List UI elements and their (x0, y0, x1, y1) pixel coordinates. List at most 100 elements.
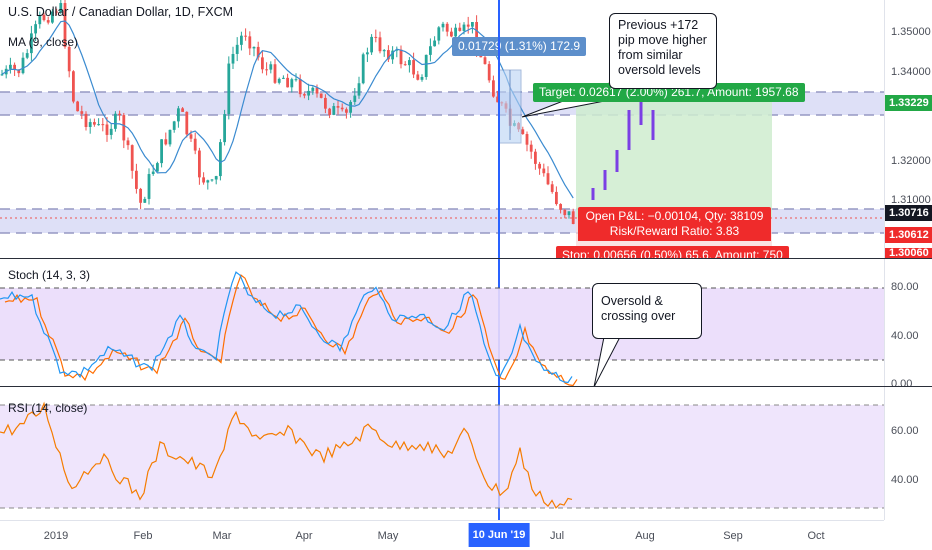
time-axis[interactable]: 2019 Feb Mar Apr May 10 Jun '19 Jul Aug … (0, 520, 884, 550)
pane-divider[interactable] (0, 258, 932, 259)
candle-body (294, 79, 298, 81)
candle-body (147, 174, 151, 199)
candle-body (571, 211, 575, 225)
candle-body (328, 108, 331, 115)
candle-body (198, 150, 201, 178)
candle-body (315, 87, 319, 94)
callout-line-1: Previous +172 (618, 18, 699, 32)
candle-body (311, 87, 315, 91)
candle-body (458, 27, 462, 31)
rsi-scale[interactable]: 60.00 40.00 (884, 387, 932, 520)
callout-line-3: from similar (618, 48, 683, 62)
candle-body (51, 11, 54, 23)
price-tick: 1.34000 (891, 66, 931, 78)
candle-body (445, 23, 449, 32)
candle-body (189, 134, 193, 139)
candle-body (248, 36, 252, 49)
current-price-badge: 1.30716 (885, 205, 932, 221)
time-label: 2019 (43, 530, 69, 542)
stoch-pane[interactable]: Stoch (14, 3, 3) Oversold & crossing ove… (0, 259, 884, 386)
pane-divider[interactable] (0, 386, 932, 387)
candle-body (105, 124, 109, 135)
candle-body (290, 79, 294, 88)
candle-body (34, 24, 37, 34)
candle-body (122, 115, 126, 141)
candle-body (17, 69, 21, 74)
rr-text: Risk/Reward Ratio: 3.83 (609, 224, 740, 238)
candle-body (130, 145, 134, 171)
rsi-tick: 60.00 (891, 425, 919, 437)
candle-body (307, 90, 310, 96)
candle-body (475, 22, 478, 51)
stoch-k-line (0, 271, 573, 384)
candle-body (349, 101, 352, 113)
candle-body (55, 11, 58, 13)
candle-body (67, 46, 71, 72)
candle-body (63, 3, 67, 47)
candle-body (424, 54, 428, 77)
rsi-tick: 40.00 (891, 474, 919, 486)
candle-body (240, 35, 243, 45)
callout-line-4: oversold levels (618, 63, 701, 77)
candle-body (181, 108, 184, 112)
oversold-callout: Oversold & crossing over (592, 283, 702, 339)
rsi-band (0, 405, 884, 508)
candle-body (97, 124, 100, 126)
target-price-badge: 1.33229 (885, 95, 932, 111)
candle-body (9, 64, 12, 69)
oversold-line-1: Oversold & (601, 294, 663, 308)
candle-body (126, 140, 130, 146)
candle-body (109, 128, 113, 135)
candle-body (59, 3, 63, 13)
rsi-chart[interactable] (0, 387, 884, 520)
candle-body (336, 106, 340, 108)
price-tick: 1.35000 (891, 26, 931, 38)
rsi-pane[interactable]: RSI (14, close) (0, 387, 884, 520)
candle-body (227, 63, 231, 115)
candle-body (441, 23, 445, 28)
candle-body (172, 121, 176, 130)
candle-body (273, 64, 277, 83)
candle-body (202, 177, 205, 183)
time-label: Apr (295, 530, 313, 542)
candle-body (429, 46, 432, 55)
candle-body (492, 80, 495, 97)
candle-body (538, 163, 541, 169)
candle-body (408, 60, 411, 66)
pnl-text: Open P&L: −0.00104, Qty: 38109 (585, 209, 764, 223)
price-scale[interactable]: 1.35000 1.34000 1.32000 1.31000 (884, 0, 932, 258)
candle-body (84, 113, 88, 127)
symbol-title: U.S. Dollar / Canadian Dollar, 1D, FXCM (8, 5, 234, 19)
candle-body (361, 54, 365, 84)
stoch-legend: Stoch (14, 3, 3) (8, 268, 91, 282)
stoch-scale[interactable]: 80.00 40.00 0.00 (884, 259, 932, 390)
candle-body (496, 96, 499, 103)
entry-price-badge: 1.30612 (885, 227, 932, 243)
time-label: Oct (807, 530, 825, 542)
candle-body (374, 36, 378, 38)
ma-line (1, 20, 574, 199)
stoch-band (0, 288, 884, 360)
candle-body (72, 71, 75, 102)
candle-body (357, 83, 361, 96)
price-tick: 1.31000 (891, 194, 931, 206)
candle-body (298, 79, 302, 95)
candle-body (303, 94, 306, 96)
candle-body (550, 184, 554, 192)
candle-body (139, 188, 142, 203)
candle-body (319, 93, 323, 98)
stoch-chart[interactable] (0, 259, 884, 386)
time-label: May (377, 530, 399, 542)
previous-move-callout: Previous +172 pip move higher from simil… (609, 13, 717, 89)
candle-body (399, 49, 403, 65)
candle-body (487, 64, 491, 81)
candle-body (391, 50, 394, 60)
candle-body (450, 31, 453, 37)
stoch-tick: 80.00 (891, 281, 919, 293)
candle-body (42, 14, 46, 21)
candle-body (403, 64, 407, 66)
price-pane[interactable]: U.S. Dollar / Canadian Dollar, 1D, FXCM … (0, 0, 884, 258)
candle-body (135, 170, 138, 189)
candle-body (462, 24, 466, 31)
candle-body (559, 204, 562, 210)
